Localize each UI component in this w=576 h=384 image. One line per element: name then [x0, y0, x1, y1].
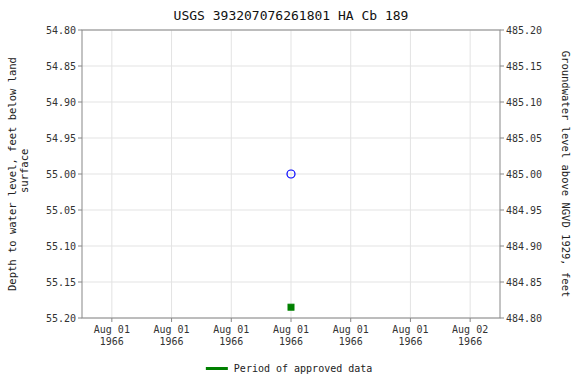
text-line: Aug 01 [94, 324, 130, 335]
text-line: Aug 02 [452, 324, 488, 335]
y2-axis-label: Groundwater level above NGVD 1929, feet [560, 51, 572, 298]
text-line: Aug 01 [333, 324, 369, 335]
y2-tick-label: 484.90 [506, 241, 542, 252]
text-line: 1966 [458, 336, 482, 347]
y-tick [78, 174, 82, 175]
grid-line-y [82, 210, 500, 211]
text-line: 1966 [398, 336, 422, 347]
y-tick [78, 210, 82, 211]
text-line: Aug 01 [273, 324, 309, 335]
y-tick-label: 55.05 [46, 205, 76, 216]
x-tick [291, 318, 292, 322]
x-tick [410, 318, 411, 322]
text-line: Aug 01 [392, 324, 428, 335]
y-tick [78, 30, 82, 31]
y-tick-label: 54.85 [46, 61, 76, 72]
y-tick [78, 246, 82, 247]
x-tick [171, 318, 172, 322]
x-tick-label: Aug 011966 [213, 324, 249, 347]
grid-line-y [82, 66, 500, 67]
y2-tick-label: 484.85 [506, 277, 542, 288]
y2-tick [500, 318, 504, 319]
text-line: Depth to water level, feet below land [6, 57, 18, 291]
legend-swatch [206, 367, 228, 370]
y2-tick [500, 138, 504, 139]
grid-line-y [82, 246, 500, 247]
x-tick [231, 318, 232, 322]
y2-tick [500, 246, 504, 247]
y-tick-label: 55.15 [46, 277, 76, 288]
y2-tick [500, 30, 504, 31]
x-tick [470, 318, 471, 322]
y2-tick-label: 484.80 [506, 313, 542, 324]
plot-frame [82, 30, 500, 318]
x-tick-label: Aug 011966 [333, 324, 369, 347]
x-tick-label: Aug 021966 [452, 324, 488, 347]
text-line: Groundwater level above NGVD 1929, feet [560, 51, 572, 298]
text-line: 1966 [339, 336, 363, 347]
y2-tick-label: 484.95 [506, 205, 542, 216]
y2-tick [500, 282, 504, 283]
y-tick-label: 54.80 [46, 25, 76, 36]
grid-line-y [82, 138, 500, 139]
legend: Period of approved data [206, 363, 372, 374]
background [0, 0, 576, 384]
x-tick [111, 318, 112, 322]
legend-label: Period of approved data [234, 363, 372, 374]
text-line: 1966 [219, 336, 243, 347]
x-tick-label: Aug 011966 [273, 324, 309, 347]
text-line: 1966 [160, 336, 184, 347]
chart: 54.80 54.85 54.90 54.95 55.00 55.05 55.10 55.15… [0, 0, 576, 384]
y-tick [78, 318, 82, 319]
text-line: 1966 [279, 336, 303, 347]
y-tick [78, 66, 82, 67]
y2-tick [500, 174, 504, 175]
grid [82, 30, 500, 318]
y2-tick-label: 485.20 [506, 25, 542, 36]
y-tick-label: 55.00 [46, 169, 76, 180]
axes: 54.80 54.85 54.90 54.95 55.00 55.05 55.10 55.15… [46, 25, 542, 348]
y-axis-label: Depth to water level, feet below land su… [6, 57, 30, 291]
point [288, 304, 294, 310]
text-line: surface [18, 149, 30, 200]
marks [287, 170, 295, 310]
y-tick-label: 55.20 [46, 313, 76, 324]
text-line: Aug 01 [213, 324, 249, 335]
x-tick [350, 318, 351, 322]
y2-tick [500, 210, 504, 211]
x-tick-label: Aug 011966 [154, 324, 190, 347]
text-line: 1966 [100, 336, 124, 347]
grid-line-y [82, 282, 500, 283]
title: USGS 393207076261801 HA Cb 189 [174, 8, 409, 23]
y2-tick-label: 485.15 [506, 61, 542, 72]
y-tick-label: 55.10 [46, 241, 76, 252]
y2-tick [500, 102, 504, 103]
y-tick [78, 102, 82, 103]
grid-line-y [82, 102, 500, 103]
x-tick-label: Aug 011966 [392, 324, 428, 347]
grid-line-y [82, 174, 500, 175]
y-tick [78, 282, 82, 283]
point [287, 170, 295, 178]
y-tick-label: 54.90 [46, 97, 76, 108]
y-tick-label: 54.95 [46, 133, 76, 144]
text-line: Aug 01 [154, 324, 190, 335]
y2-tick-label: 485.00 [506, 169, 542, 180]
x-tick-label: Aug 011966 [94, 324, 130, 347]
y-tick [78, 138, 82, 139]
y2-tick [500, 66, 504, 67]
y2-tick-label: 485.10 [506, 97, 542, 108]
y2-tick-label: 485.05 [506, 133, 542, 144]
